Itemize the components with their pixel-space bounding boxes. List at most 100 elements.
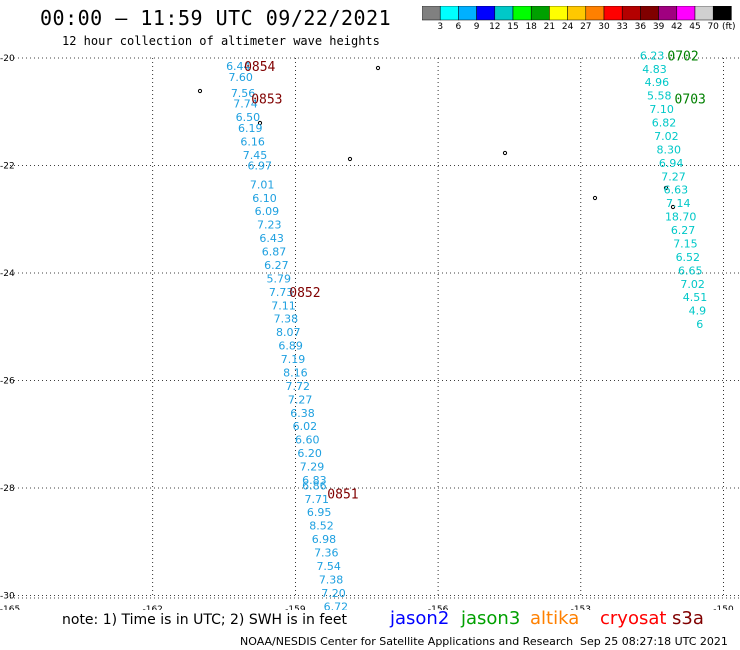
pass-time-label: 0854 (244, 60, 275, 75)
pass-time-label: 0851 (327, 487, 358, 502)
wave-height-value: 6.27 (264, 259, 289, 272)
wave-height-value: 6.10 (252, 192, 277, 205)
pass-time-label: 0852 (289, 286, 320, 301)
color-scale-labels: 70 45 42 39 36 33 30 27 24 21 18 15 12 9 6 3 (ft) (422, 22, 740, 34)
satellite-label-jason3: jason3 (461, 608, 521, 629)
x-tick-label: -153 (571, 605, 591, 610)
x-tick-label: -165 (0, 605, 20, 610)
wave-height-value: 6 (696, 318, 703, 331)
island-marker (502, 150, 508, 156)
wave-height-value: 6.27 (671, 224, 696, 237)
wave-height-value: 6.50 (236, 111, 261, 124)
color-scale-unit: (ft) (722, 22, 736, 32)
wave-height-value: 7.73 (269, 286, 294, 299)
wave-height-value: 6.23 (640, 49, 665, 62)
wave-height-value: 6.97 (247, 160, 272, 173)
island-marker (663, 185, 669, 191)
color-scale-label: 18 (525, 22, 537, 32)
wave-height-value: 8.30 (657, 143, 682, 156)
wave-height-value: 7.23 (257, 219, 282, 232)
wave-height-value: 7.38 (319, 573, 344, 586)
wave-height-value: 7.56 (231, 87, 256, 100)
wave-height-value: 7.29 (300, 461, 325, 474)
wave-height-value: 7.38 (274, 313, 299, 326)
wave-height-value: 6.60 (295, 434, 320, 447)
wave-height-value: 6.87 (262, 246, 287, 259)
wave-height-value: 6.52 (676, 251, 701, 264)
satellite-label-jason2: jason2 (390, 608, 450, 629)
wave-height-value: 7.14 (666, 197, 691, 210)
footer-note: note: 1) Time is in UTC; 2) SWH is in fe… (62, 612, 348, 628)
wave-height-value: 8.16 (283, 366, 308, 379)
y-tick-label: -22 (0, 162, 15, 172)
color-scale-label: 70 (707, 22, 719, 32)
pass-time-label: 0702 (667, 49, 698, 64)
satellite-label-cryosat: cryosat (600, 608, 667, 629)
wave-height-value: 8.52 (309, 520, 334, 533)
y-tick-label: -24 (0, 269, 15, 279)
color-swatch (712, 6, 732, 21)
wave-height-value: 4.51 (683, 291, 708, 304)
island-marker (670, 204, 676, 210)
color-scale-label: 36 (634, 22, 647, 32)
wave-height-value: 7.27 (661, 170, 686, 183)
x-tick-label: -150 (713, 605, 734, 610)
island-marker (375, 65, 381, 71)
satellite-label-s3a: s3a (672, 608, 704, 629)
wave-height-value: 7.74 (233, 98, 258, 111)
wave-height-value: 6.20 (297, 447, 322, 460)
wave-height-value: 6.83 (302, 474, 327, 487)
wave-height-value: 6.09 (255, 205, 280, 218)
wave-height-value: 7.27 (288, 393, 313, 406)
wave-height-value: 8.07 (276, 326, 301, 339)
wave-height-value: 6.86 (302, 479, 327, 492)
wave-height-value: 7.19 (281, 353, 306, 366)
wave-height-map: -165 -162 -159 -156 -153 -150 -20 -22 -24 -26 -28 -… (0, 49, 740, 610)
generated-timestamp: Sep 25 08:27:18 UTC 2021 (580, 635, 728, 648)
wave-height-value: 4.9 (689, 305, 707, 318)
grid (10, 58, 740, 598)
wave-height-value: 6.98 (312, 533, 337, 546)
page-subtitle: 12 hour collection of altimeter wave hei… (62, 34, 380, 48)
island-marker (257, 120, 263, 126)
wave-height-value: 7.02 (654, 130, 679, 143)
wave-height-value: 7.15 (673, 237, 698, 250)
color-scale-label: 33 (616, 22, 628, 32)
wave-height-value: 7.60 (228, 71, 253, 84)
color-scale-label: 15 (507, 22, 519, 32)
y-tick-label: -20 (0, 54, 15, 64)
wave-height-value: 6.38 (290, 407, 315, 420)
wave-height-value: 6.44 (226, 60, 251, 73)
wave-height-value: 7.02 (680, 278, 705, 291)
wave-height-value: 7.11 (271, 299, 296, 312)
wave-height-value: 7.10 (649, 103, 674, 116)
wave-height-value: 4.83 (642, 63, 667, 76)
wave-height-value: 7.36 (314, 547, 339, 560)
color-scale-label: 27 (580, 22, 592, 32)
wave-height-value: 6.82 (652, 117, 677, 130)
color-scale-label: 21 (543, 22, 556, 32)
x-tick-label: -159 (285, 605, 306, 610)
wave-height-value: 4.96 (645, 76, 670, 89)
wave-height-value: 5.79 (267, 272, 292, 285)
y-tick-label: -30 (0, 592, 15, 602)
color-scale-label: 39 (652, 22, 665, 32)
wave-height-value: 6.16 (240, 135, 265, 148)
wave-height-value: 7.54 (316, 560, 341, 573)
wave-height-value: 6.89 (278, 340, 303, 353)
x-tick-label: -162 (142, 605, 162, 610)
wave-height-value: 7.72 (286, 380, 311, 393)
wave-height-value: 6.94 (659, 157, 684, 170)
wave-height-value: 6.63 (664, 184, 689, 197)
color-scale-label: 3 (437, 22, 444, 32)
wave-height-value: 7.45 (243, 149, 268, 162)
satellite-label-altika: altika (530, 608, 580, 629)
wave-height-value: 7.01 (250, 178, 275, 191)
color-scale-label: 24 (561, 22, 574, 32)
track-2-values: 6.234.834.965.587.106.827.028.306.947.27… (640, 49, 707, 331)
wave-height-value: 7.71 (305, 493, 330, 506)
wave-height-value: 6.72 (324, 600, 349, 610)
island-marker (347, 156, 353, 162)
color-scale-label: 6 (455, 22, 462, 32)
track-2-times: 0702 0703 (667, 49, 705, 107)
